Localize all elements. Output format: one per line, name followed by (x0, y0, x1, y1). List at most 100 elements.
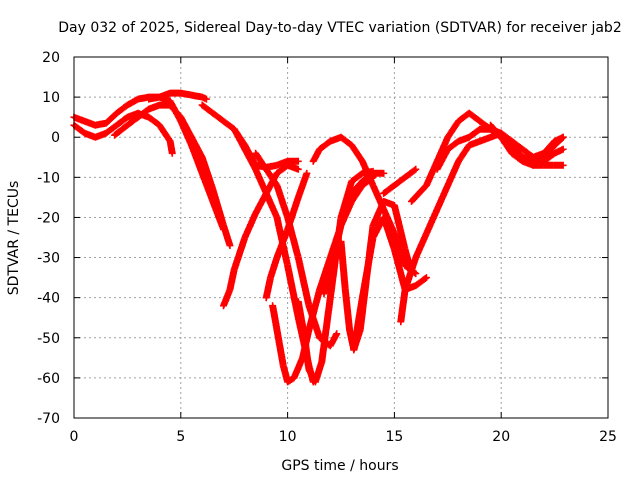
data-point (333, 330, 341, 338)
y-axis-label: SDTVAR / TECUs (6, 181, 22, 296)
data-point (123, 114, 141, 129)
data-point (273, 326, 287, 368)
data-point (113, 114, 130, 129)
data-point (540, 138, 558, 157)
x-tick-label: 10 (279, 429, 297, 445)
data-point (113, 102, 130, 117)
x-tick-label: 20 (492, 429, 510, 445)
data-point (301, 334, 313, 372)
y-tick-label: -50 (37, 331, 60, 347)
data-point (444, 118, 462, 141)
y-tick-label: -20 (37, 210, 60, 226)
data-point (155, 121, 173, 144)
data-point (380, 205, 398, 236)
data-point (350, 295, 366, 354)
data-point (433, 147, 451, 173)
data-point (316, 138, 333, 153)
data-point (401, 166, 419, 181)
data-point (102, 122, 119, 137)
x-tick-label: 5 (176, 429, 185, 445)
data-point (267, 255, 280, 282)
data-point (390, 230, 409, 268)
y-tick-label: 0 (51, 130, 60, 146)
data-point (559, 133, 567, 141)
data-point (209, 109, 226, 124)
data-point (412, 275, 429, 290)
data-point (198, 169, 216, 204)
data-point (380, 213, 398, 252)
data-point (226, 242, 234, 250)
data-point (455, 143, 472, 165)
y-tick-label: -10 (37, 170, 60, 186)
data-point (337, 238, 349, 292)
series-arc-1 (70, 89, 210, 129)
series-arc-4 (145, 93, 228, 233)
data-point (422, 159, 440, 189)
data-point (358, 170, 376, 185)
data-point (559, 161, 567, 169)
plot-frame (73, 56, 609, 419)
data-point (444, 138, 461, 153)
data-point (408, 183, 429, 205)
data-point (401, 255, 419, 294)
data-point (252, 165, 280, 220)
data-point (220, 117, 237, 132)
data-point (540, 150, 557, 165)
data-point (198, 153, 216, 192)
data-point (465, 126, 483, 141)
data-point (311, 359, 325, 386)
series-arc-12 (309, 133, 420, 278)
data-point (102, 110, 120, 127)
data-point (273, 227, 291, 262)
x-axis-label: GPS time / hours (281, 458, 398, 474)
data-point (294, 157, 302, 165)
series-arc-15 (350, 213, 430, 354)
data-point (284, 195, 302, 233)
data-point (433, 135, 451, 165)
data-point (294, 254, 313, 308)
chart-title: Day 032 of 2025, Sidereal Day-to-day VTE… (58, 20, 621, 36)
data-point (497, 133, 515, 156)
series-arc-9 (262, 169, 311, 302)
y-tick-label: -70 (37, 411, 60, 427)
data-point (341, 286, 353, 332)
data-point (188, 133, 205, 160)
data-point (412, 165, 420, 173)
y-tick-label: 20 (42, 50, 60, 66)
data-point (390, 201, 409, 252)
x-tick-label: 15 (385, 429, 403, 445)
data-point (397, 287, 409, 326)
data-point (145, 113, 162, 128)
data-point (433, 183, 451, 213)
data-point (390, 174, 408, 189)
data-point (369, 199, 387, 229)
data-point (337, 191, 355, 229)
data-point (318, 295, 334, 366)
y-tick-label: -40 (37, 291, 60, 307)
series-arc-3 (111, 101, 234, 250)
data-series (70, 89, 567, 386)
data-point (508, 137, 525, 152)
data-point (177, 117, 195, 148)
data-point (422, 274, 430, 282)
data-point (290, 355, 306, 382)
data-point (198, 93, 209, 102)
data-point (230, 235, 248, 274)
data-point (559, 145, 567, 153)
series-arc-17 (380, 165, 420, 197)
x-tick-label: 25 (599, 429, 617, 445)
data-point (465, 109, 483, 124)
data-point (202, 95, 210, 103)
data-point (168, 149, 176, 157)
data-point (241, 211, 259, 241)
data-point (348, 170, 365, 185)
axis-ticks: 0 5 10 15 20 25 20 10 0 -10 -20 -30 -40 -50 -60 -70 (37, 50, 617, 445)
data-point (284, 375, 297, 386)
data-point (422, 207, 440, 237)
data-point (134, 106, 152, 121)
y-tick-label: -30 (37, 251, 60, 267)
data-point (166, 97, 184, 124)
data-point (303, 169, 311, 177)
